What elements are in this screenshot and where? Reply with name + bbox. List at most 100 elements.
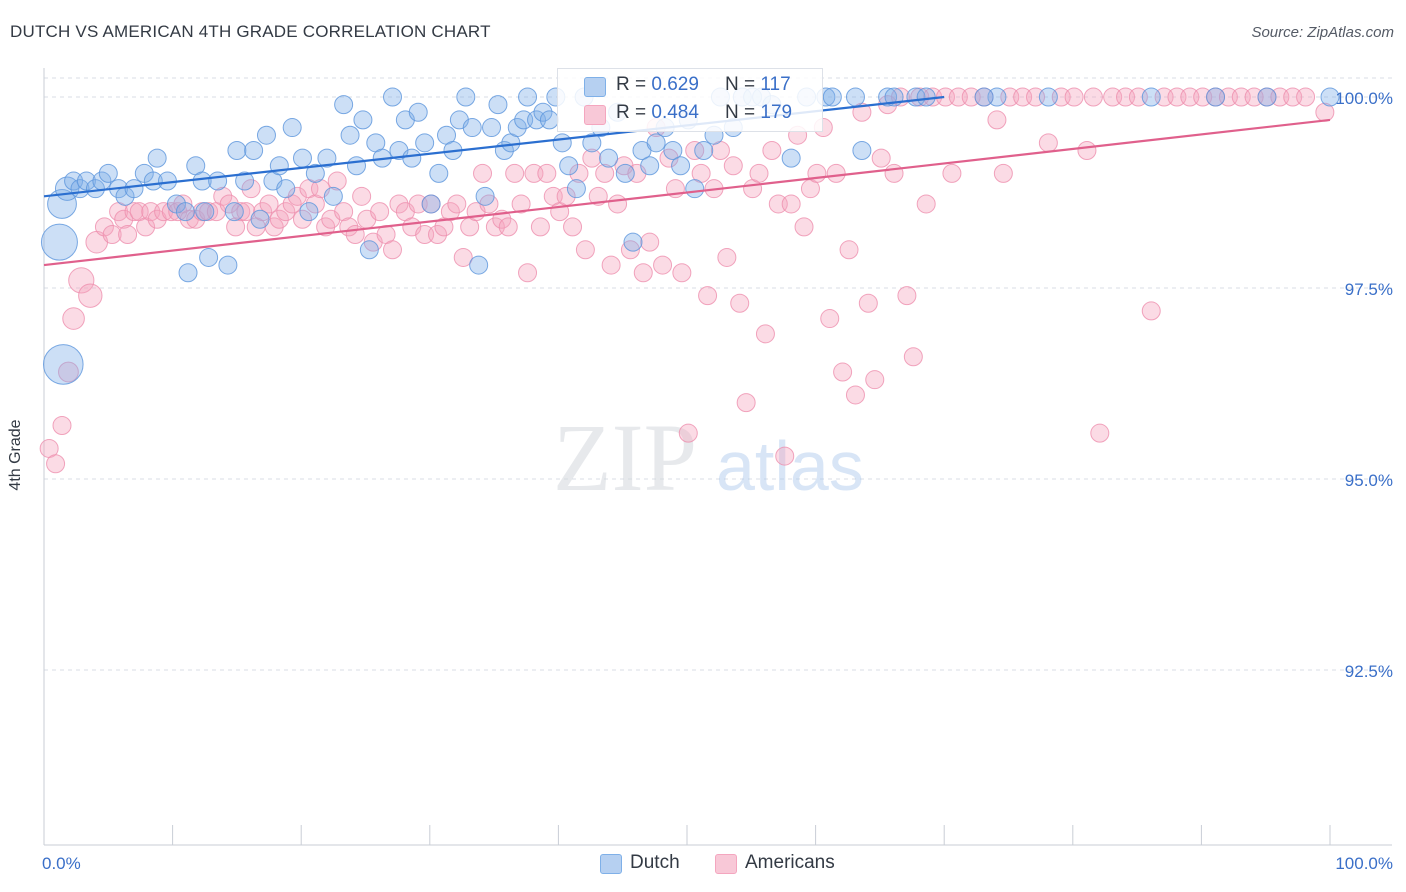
- americans-trend-line: [43, 118, 1331, 267]
- legend-n: N = 117: [725, 74, 791, 96]
- legend-n-label: N =: [725, 102, 756, 123]
- dutch-point: [507, 118, 527, 138]
- americans-point: [569, 163, 589, 183]
- dutch-point: [456, 87, 476, 107]
- americans-point: [781, 194, 801, 214]
- americans-point: [440, 202, 460, 222]
- dutch-point: [663, 140, 683, 160]
- dutch-point: [475, 186, 495, 206]
- americans-point: [334, 202, 354, 222]
- dutch-point: [124, 179, 144, 199]
- dutch-point: [1206, 87, 1226, 107]
- americans-point: [794, 217, 814, 237]
- dutch-point: [224, 202, 244, 222]
- americans-point: [698, 286, 718, 306]
- americans-point: [845, 385, 865, 405]
- dutch-point: [488, 95, 508, 115]
- americans-point: [1077, 140, 1097, 160]
- americans-point: [537, 163, 557, 183]
- legend-swatch-americans: [584, 105, 606, 125]
- dutch-point: [694, 140, 714, 160]
- americans-point: [226, 217, 246, 237]
- dutch-point: [533, 102, 553, 122]
- americans-point: [102, 225, 122, 245]
- dutch-point: [244, 140, 264, 160]
- dutch-point: [640, 156, 660, 176]
- dutch-point: [402, 148, 422, 168]
- americans-point: [511, 194, 531, 214]
- americans-point: [241, 179, 261, 199]
- americans-point: [505, 163, 525, 183]
- watermark-atlas: atlas: [716, 427, 864, 505]
- x-tick-label: 100.0%: [1335, 854, 1393, 873]
- americans-point: [640, 232, 660, 252]
- dutch-point: [340, 125, 360, 145]
- dutch-point: [462, 118, 482, 138]
- dutch-point: [559, 156, 579, 176]
- dutch-point: [1141, 87, 1161, 107]
- americans-point: [595, 163, 615, 183]
- americans-point: [993, 163, 1013, 183]
- americans-point: [453, 247, 473, 267]
- legend-n-value: 179: [760, 102, 793, 123]
- americans-point: [582, 148, 602, 168]
- dutch-point: [282, 118, 302, 138]
- y-tick-label: 92.5%: [1345, 662, 1393, 681]
- americans-point: [620, 240, 640, 260]
- americans-point: [1083, 87, 1103, 107]
- americans-point: [231, 202, 251, 222]
- y-tick-label: 100.0%: [1335, 89, 1393, 108]
- dutch-point: [421, 194, 441, 214]
- americans-point: [78, 283, 103, 308]
- dutch-point: [98, 163, 118, 183]
- dutch-point: [623, 232, 643, 252]
- watermark-zip: ZIP: [553, 404, 697, 511]
- dutch-point: [646, 133, 666, 153]
- americans-point: [58, 361, 79, 383]
- dutch-point: [323, 186, 343, 206]
- americans-point: [820, 309, 840, 329]
- dutch-point: [305, 163, 325, 183]
- americans-point: [736, 393, 756, 413]
- legend-n-label: N =: [725, 74, 756, 95]
- americans-point: [447, 194, 467, 214]
- americans-point: [897, 286, 917, 306]
- dutch-point: [199, 247, 219, 267]
- americans-point: [292, 209, 312, 229]
- americans-point: [1064, 87, 1084, 107]
- legend-n: N = 179: [725, 102, 792, 124]
- tick-labels: 100.0% 97.5% 95.0% 92.5% 0.0% 100.0%: [42, 89, 1393, 873]
- dutch-point: [317, 148, 337, 168]
- legend-r-label: R =: [616, 102, 647, 123]
- americans-point: [62, 307, 85, 330]
- americans-point: [839, 240, 859, 260]
- americans-point: [762, 140, 782, 160]
- dutch-point: [353, 110, 373, 130]
- americans-point: [473, 163, 493, 183]
- americans-point: [1038, 133, 1058, 153]
- americans-point: [608, 194, 628, 214]
- americans-point: [601, 255, 621, 275]
- americans-point: [807, 163, 827, 183]
- dutch-point: [346, 156, 366, 176]
- americans-point: [588, 186, 608, 206]
- y-tick-label: 97.5%: [1345, 280, 1393, 299]
- americans-point: [327, 171, 347, 191]
- americans-point: [213, 186, 233, 206]
- dutch-point: [671, 156, 691, 176]
- legend-r-value: 0.629: [651, 74, 699, 95]
- legend-r: R = 0.629: [616, 74, 699, 96]
- americans-point: [287, 186, 307, 206]
- americans-point: [498, 217, 518, 237]
- dutch-point: [235, 171, 255, 191]
- dutch-point: [250, 209, 270, 229]
- americans-point: [717, 247, 737, 267]
- dutch-point: [916, 87, 936, 107]
- legend-label-dutch: Dutch: [630, 852, 680, 873]
- americans-point: [1296, 87, 1316, 107]
- americans-point: [305, 194, 325, 214]
- americans-point: [94, 217, 114, 237]
- dutch-point: [218, 255, 238, 275]
- americans-point: [383, 240, 403, 260]
- dutch-point: [175, 202, 195, 222]
